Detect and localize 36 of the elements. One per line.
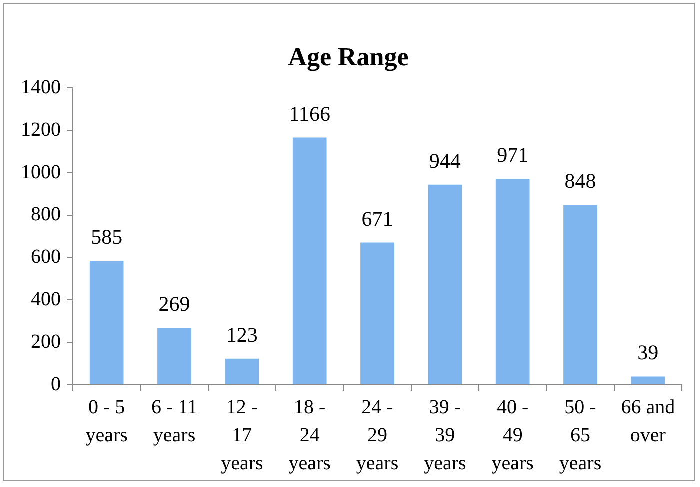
bar bbox=[496, 179, 530, 384]
y-tick-label: 200 bbox=[31, 330, 61, 353]
x-tick-label: 24 - 29 years bbox=[356, 396, 399, 474]
x-tick-label: 39 - 39 years bbox=[424, 396, 466, 474]
bar bbox=[428, 184, 462, 384]
data-label: 671 bbox=[362, 206, 394, 231]
data-label: 1166 bbox=[289, 102, 330, 126]
data-label: 848 bbox=[564, 169, 596, 194]
bar bbox=[631, 376, 666, 384]
x-tick-label: 66 and over bbox=[621, 396, 676, 446]
data-label: 39 bbox=[638, 340, 659, 365]
x-tick-label: 0 - 5 years bbox=[86, 396, 128, 446]
y-tick-label: 1200 bbox=[21, 118, 61, 141]
y-tick-label: 0 bbox=[51, 373, 61, 396]
x-tick-label: 40 - 49 years bbox=[492, 396, 534, 474]
y-tick-label: 1000 bbox=[21, 161, 61, 184]
bar bbox=[360, 242, 394, 384]
bar bbox=[90, 260, 124, 384]
data-label: 944 bbox=[429, 148, 462, 173]
x-tick-label: 12 - 17 years bbox=[221, 396, 264, 474]
chart-title: Age Range bbox=[288, 42, 409, 72]
data-label: 585 bbox=[91, 224, 123, 249]
y-tick-label: 400 bbox=[31, 288, 61, 310]
y-tick-label: 1400 bbox=[21, 76, 61, 98]
y-tick-label: 600 bbox=[31, 246, 61, 268]
data-label: 971 bbox=[497, 143, 529, 168]
bar bbox=[564, 205, 598, 384]
data-label: 123 bbox=[226, 322, 258, 347]
x-tick-label: 50 - 65 years bbox=[559, 396, 602, 474]
y-tick-label: 800 bbox=[31, 204, 61, 226]
x-tick-label: 6 - 11 years bbox=[152, 396, 198, 446]
data-label: 269 bbox=[158, 292, 190, 316]
bar bbox=[158, 328, 192, 384]
bar bbox=[292, 138, 327, 384]
bar bbox=[225, 358, 260, 384]
x-tick-label: 18 - 24 years bbox=[288, 396, 332, 474]
